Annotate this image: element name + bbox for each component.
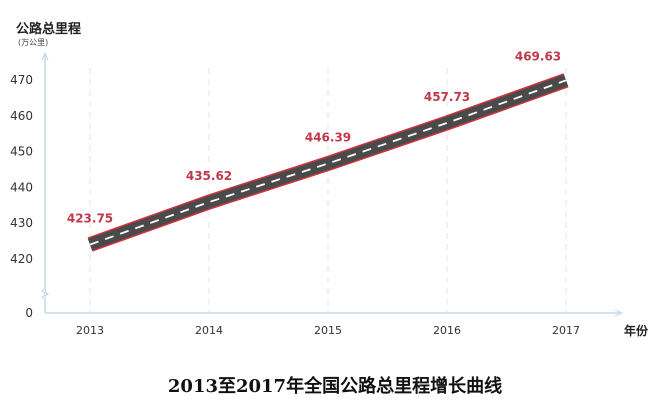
x-axis-arrow-icon — [614, 309, 624, 317]
y-tick-label: 430 — [10, 216, 33, 230]
x-tick-label: 2016 — [433, 324, 461, 337]
x-axis-title: 年份 — [624, 324, 649, 338]
data-label: 457.73 — [424, 90, 470, 104]
x-tick-label: 2015 — [314, 324, 342, 337]
x-tick-label: 2017 — [552, 324, 580, 337]
y-tick-label: 440 — [10, 180, 33, 194]
lane-dashes — [89, 79, 567, 246]
chart-title: 2013至2017年全国公路总里程增长曲线 — [167, 376, 503, 397]
y-tick-label: 0 — [25, 306, 33, 320]
axis-break-icon — [40, 287, 50, 301]
data-label: 469.63 — [515, 49, 561, 63]
y-axis-title: 公路总里程 — [16, 22, 82, 37]
y-axis-unit: (万公里) — [18, 38, 49, 47]
x-tick-label: 2013 — [76, 324, 104, 337]
y-tick-label: 470 — [10, 73, 33, 87]
data-label: 435.62 — [186, 169, 232, 183]
data-label: 446.39 — [305, 131, 351, 145]
data-label: 423.75 — [67, 212, 113, 226]
x-tick-label: 2014 — [195, 324, 223, 337]
y-tick-label: 450 — [10, 145, 33, 159]
y-axis-arrow-icon — [41, 51, 49, 61]
y-tick-label: 460 — [10, 109, 33, 123]
y-tick-label: 420 — [10, 252, 33, 266]
